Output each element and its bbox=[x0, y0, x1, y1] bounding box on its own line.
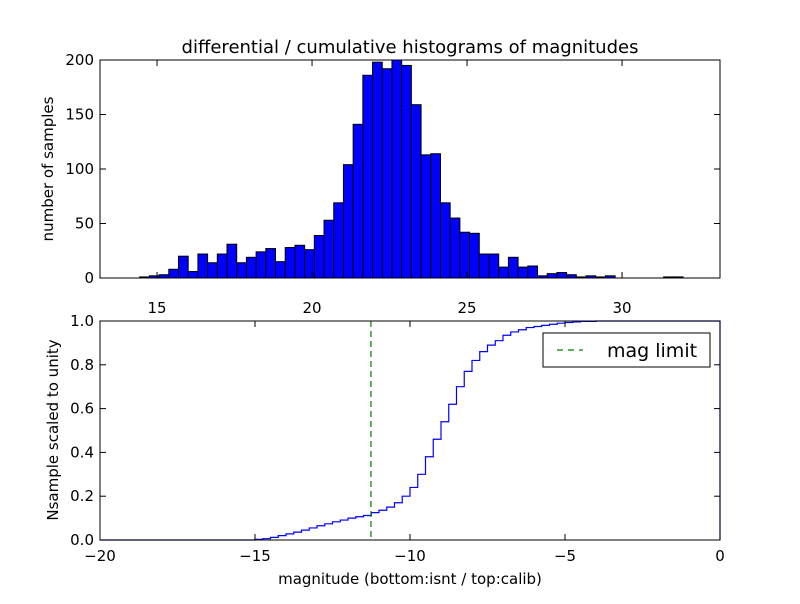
histogram-bar bbox=[372, 61, 383, 279]
bottom-xlabel: magnitude (bottom:isnt / top:calib) bbox=[278, 570, 542, 588]
x-tick-label: 0 bbox=[715, 547, 725, 565]
histogram-bar bbox=[498, 266, 509, 279]
histogram-bar bbox=[430, 153, 441, 279]
histogram-bar bbox=[488, 253, 500, 279]
histogram-bar bbox=[439, 202, 451, 279]
histogram-bar bbox=[177, 255, 189, 279]
cumulative-step-line bbox=[100, 320, 721, 541]
histogram-bar bbox=[469, 232, 480, 279]
histogram-bar bbox=[517, 266, 529, 279]
histogram-bar bbox=[401, 64, 412, 279]
histogram-bar bbox=[226, 243, 238, 279]
histogram-bar bbox=[313, 234, 325, 279]
histogram-bar bbox=[275, 261, 286, 279]
x-tick-label: −5 bbox=[554, 547, 576, 565]
histogram-bar bbox=[449, 217, 461, 279]
y-tick-label: 0.4 bbox=[70, 443, 94, 461]
top-axes-frame bbox=[99, 59, 721, 279]
histogram-bar bbox=[381, 68, 393, 279]
histogram-bar bbox=[284, 246, 296, 279]
y-tick-label: 0.2 bbox=[70, 487, 94, 505]
histogram-bar bbox=[323, 219, 335, 279]
histogram-bar bbox=[207, 262, 218, 279]
legend: mag limit bbox=[542, 332, 711, 368]
histogram-bar bbox=[342, 164, 354, 279]
y-tick-label: 200 bbox=[65, 51, 94, 69]
y-tick-label: 100 bbox=[65, 160, 94, 178]
histogram-bar bbox=[265, 248, 277, 279]
chart-title: differential / cumulative histograms of … bbox=[182, 37, 639, 58]
x-tick-label: −10 bbox=[394, 547, 426, 565]
histogram-bar bbox=[216, 253, 228, 279]
histogram-bar bbox=[168, 268, 179, 279]
y-tick-label: 0.6 bbox=[70, 400, 94, 418]
histogram-bar bbox=[352, 123, 364, 279]
histogram-bar bbox=[362, 74, 374, 279]
histogram-bar bbox=[478, 253, 490, 279]
histogram-bar bbox=[556, 272, 568, 279]
y-tick-label: 50 bbox=[75, 215, 94, 233]
histogram-bar bbox=[391, 59, 403, 279]
x-tick-label: 30 bbox=[612, 299, 631, 317]
x-tick-label: −15 bbox=[239, 547, 271, 565]
x-tick-label: 20 bbox=[302, 299, 321, 317]
histogram-bar bbox=[507, 256, 519, 279]
histogram-bar bbox=[410, 104, 422, 279]
x-tick-label: 25 bbox=[457, 299, 476, 317]
histogram-bar bbox=[245, 256, 257, 279]
x-tick-label: −20 bbox=[84, 547, 116, 565]
y-tick-label: 1.0 bbox=[70, 312, 94, 330]
legend-label: mag limit bbox=[607, 340, 697, 362]
bottom-ylabel: Nsample scaled to unity bbox=[44, 339, 62, 520]
histogram-bar bbox=[255, 251, 267, 279]
histogram-bar bbox=[527, 265, 539, 279]
x-tick-label: 15 bbox=[147, 299, 166, 317]
bottom-axes-frame bbox=[99, 320, 721, 541]
histogram-bar bbox=[187, 270, 199, 279]
top-ylabel: number of samples bbox=[39, 96, 57, 241]
y-tick-label: 150 bbox=[65, 106, 94, 124]
y-tick-label: 0 bbox=[84, 269, 94, 287]
histogram-bar bbox=[420, 154, 432, 279]
histogram-bar bbox=[546, 273, 558, 279]
histogram-bar bbox=[459, 231, 471, 279]
histogram-bar bbox=[294, 244, 306, 279]
histogram-bar bbox=[333, 202, 344, 279]
y-tick-label: 0.8 bbox=[70, 356, 94, 374]
y-tick-label: 0.0 bbox=[70, 531, 94, 549]
histogram-bar bbox=[197, 253, 209, 279]
histogram-bar bbox=[236, 262, 247, 279]
histogram-bar bbox=[304, 249, 315, 279]
